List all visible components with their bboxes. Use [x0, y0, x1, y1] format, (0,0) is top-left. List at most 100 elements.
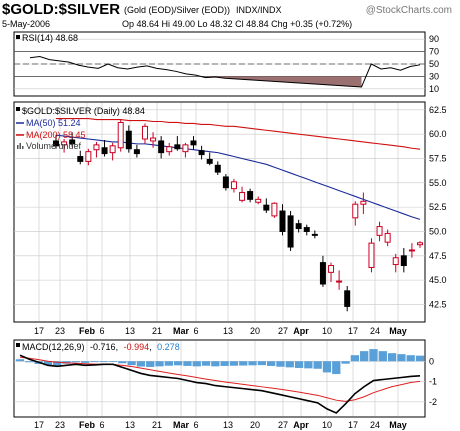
price-tick-label: 55.0: [429, 178, 447, 188]
macd-histogram-bar: [127, 361, 136, 366]
candle: [53, 135, 59, 149]
candle-body: [408, 249, 415, 252]
chart-exchange: INDX/INDX: [236, 5, 282, 15]
candle: [125, 125, 132, 153]
volume-legend-label: Volume undef: [26, 141, 82, 151]
candle: [158, 136, 165, 159]
candle-body: [222, 176, 229, 189]
macd-x-tick-label: 17: [34, 420, 44, 430]
macd-x-tick-label: 17: [348, 420, 358, 430]
candle: [93, 141, 100, 158]
candle: [295, 219, 302, 233]
candle-body: [133, 149, 140, 155]
rsi-tick-label: 50: [429, 59, 439, 69]
macd-histogram-bar: [211, 361, 220, 367]
candle-body: [69, 139, 76, 145]
candle-body: [53, 140, 59, 147]
macd-panel: [13, 339, 426, 418]
candle: [303, 224, 310, 236]
candle: [392, 253, 399, 273]
candle-body: [295, 223, 302, 230]
price-x-tick-label: 17: [348, 326, 358, 336]
candle: [117, 119, 124, 152]
macd-histogram-bar: [332, 361, 341, 375]
candle-body: [417, 242, 423, 246]
candle-body: [239, 192, 246, 201]
candle: [133, 144, 140, 158]
candle: [319, 255, 326, 287]
macd-histogram-bar: [192, 361, 201, 367]
candle: [279, 204, 286, 236]
candle-body: [150, 137, 157, 142]
macd-x-tick-label: 27: [278, 420, 288, 430]
macd-histogram-bar: [15, 359, 25, 362]
macd-histogram-bar: [173, 361, 183, 366]
price-x-tick-label: 6: [193, 326, 198, 336]
macd-histogram-bar: [25, 361, 34, 363]
candle: [230, 178, 237, 193]
candle-body: [174, 144, 181, 150]
candle: [239, 186, 246, 203]
candle-body: [400, 255, 407, 267]
candle-body: [392, 257, 399, 266]
candle: [360, 192, 367, 214]
macd-x-tick-label: 13: [125, 420, 135, 430]
macd-histogram-bar: [378, 351, 387, 362]
candle: [109, 142, 116, 161]
macd-histogram-bar: [71, 361, 80, 363]
candle-body: [368, 242, 375, 268]
price-tick-label: 57.5: [429, 153, 447, 163]
chart-date: 5-May-2006: [2, 19, 50, 29]
candle: [85, 148, 92, 166]
candle-body: [125, 130, 132, 150]
ma200-line: [56, 118, 421, 150]
ma50-legend-label: MA(50) 51.24: [26, 118, 81, 128]
candle: [198, 145, 205, 160]
macd-x-tick-label: 13: [223, 420, 233, 430]
price-x-tick-label: 27: [278, 326, 288, 336]
candle-body: [158, 140, 165, 154]
candle-body: [214, 164, 221, 173]
candle-body: [352, 203, 359, 219]
macd-histogram-bar: [304, 361, 313, 369]
candle-body: [61, 141, 68, 146]
price-x-tick-label: 21: [152, 326, 162, 336]
price-legend: $GOLD:$SILVER (Daily) 48.84 MA(50) 51.24…: [16, 106, 145, 151]
macd-x-tick-label: 23: [55, 420, 65, 430]
price-x-tick-label: 10: [322, 326, 332, 336]
ma200-legend-label: MA(200) 58.45: [26, 130, 86, 140]
price-legend-label: $GOLD:$SILVER (Daily) 48.84: [22, 106, 145, 116]
macd-x-tick-label: 21: [152, 420, 162, 430]
macd-histogram-bar: [267, 361, 276, 366]
svg-text:MACD(12,26,9) -0.716,: MACD(12,26,9) -0.716, -0.994, 0.278: [22, 342, 180, 352]
candle: [311, 230, 318, 239]
candle-body: [93, 144, 100, 151]
macd-x-tick-label: 6: [193, 420, 198, 430]
candle-body: [311, 233, 318, 236]
macd-line: [19, 354, 421, 414]
price-tick-label: 50.0: [429, 226, 447, 236]
candle: [417, 241, 423, 248]
candle-body: [190, 140, 197, 146]
candle-body: [206, 158, 213, 164]
price-x-tick-label: 24: [370, 326, 380, 336]
candle: [352, 201, 359, 226]
candle: [263, 198, 270, 213]
price-x-tick-label: 13: [223, 326, 233, 336]
macd-signal-line: [19, 356, 421, 402]
chart-quote: Op 48.64 Hi 49.00 Lo 48.32 Cl 48.84 Chg …: [122, 19, 352, 29]
macd-histogram-bar: [53, 361, 62, 366]
macd-histogram-bar: [229, 361, 239, 366]
macd-x-tick-label: 20: [250, 420, 260, 430]
price-x-tick-label: 13: [125, 326, 135, 336]
chart-symbol: $GOLD:$SILVER: [2, 1, 120, 18]
macd-x-tick-label: Mar: [173, 420, 190, 430]
candle: [150, 132, 157, 148]
candle: [214, 161, 221, 176]
chart-description: (Gold (EOD)/Silver (EOD)): [124, 5, 230, 15]
price-tick-label: 52.5: [429, 202, 447, 212]
candle: [328, 262, 335, 283]
macd-histogram-bar: [350, 355, 360, 362]
candle: [368, 238, 375, 273]
